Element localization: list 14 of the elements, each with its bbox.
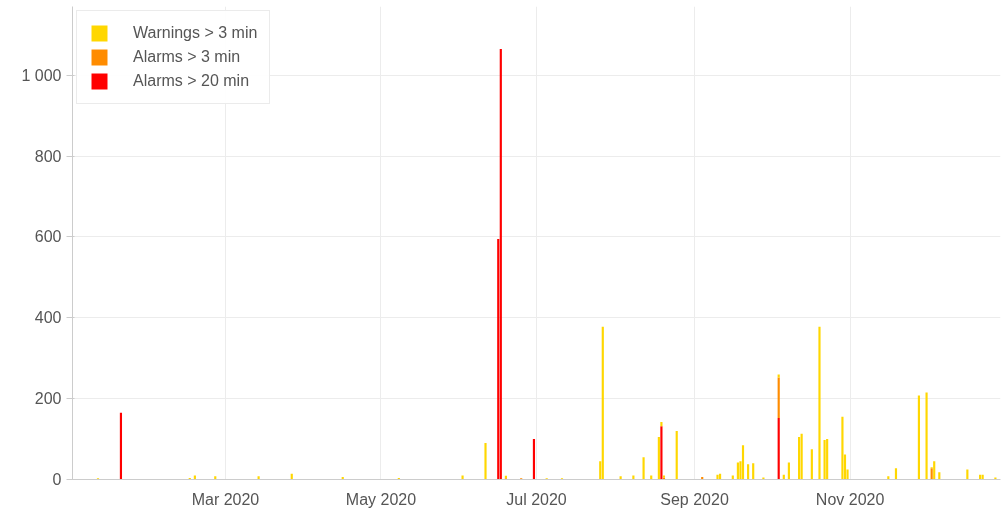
x-tick-label: May 2020	[345, 490, 417, 508]
y-tick-label: 600	[34, 228, 62, 246]
y-tick-label: 800	[34, 147, 62, 165]
x-tick-label: Jul 2020	[506, 490, 567, 508]
x-tick-label: Nov 2020	[815, 490, 885, 508]
y-tick-label: 400	[34, 309, 62, 327]
legend-label: Alarms > 20 min	[133, 72, 250, 90]
x-tick-label: Sep 2020	[660, 490, 729, 508]
y-tick-label: 200	[34, 390, 62, 408]
y-tick-label: 0	[52, 471, 62, 488]
y-tick-label: 1 000	[21, 66, 62, 84]
legend-label: Warnings > 3 min	[133, 24, 258, 42]
legend-label: Alarms > 3 min	[133, 48, 241, 66]
x-tick-label: Mar 2020	[191, 490, 260, 508]
